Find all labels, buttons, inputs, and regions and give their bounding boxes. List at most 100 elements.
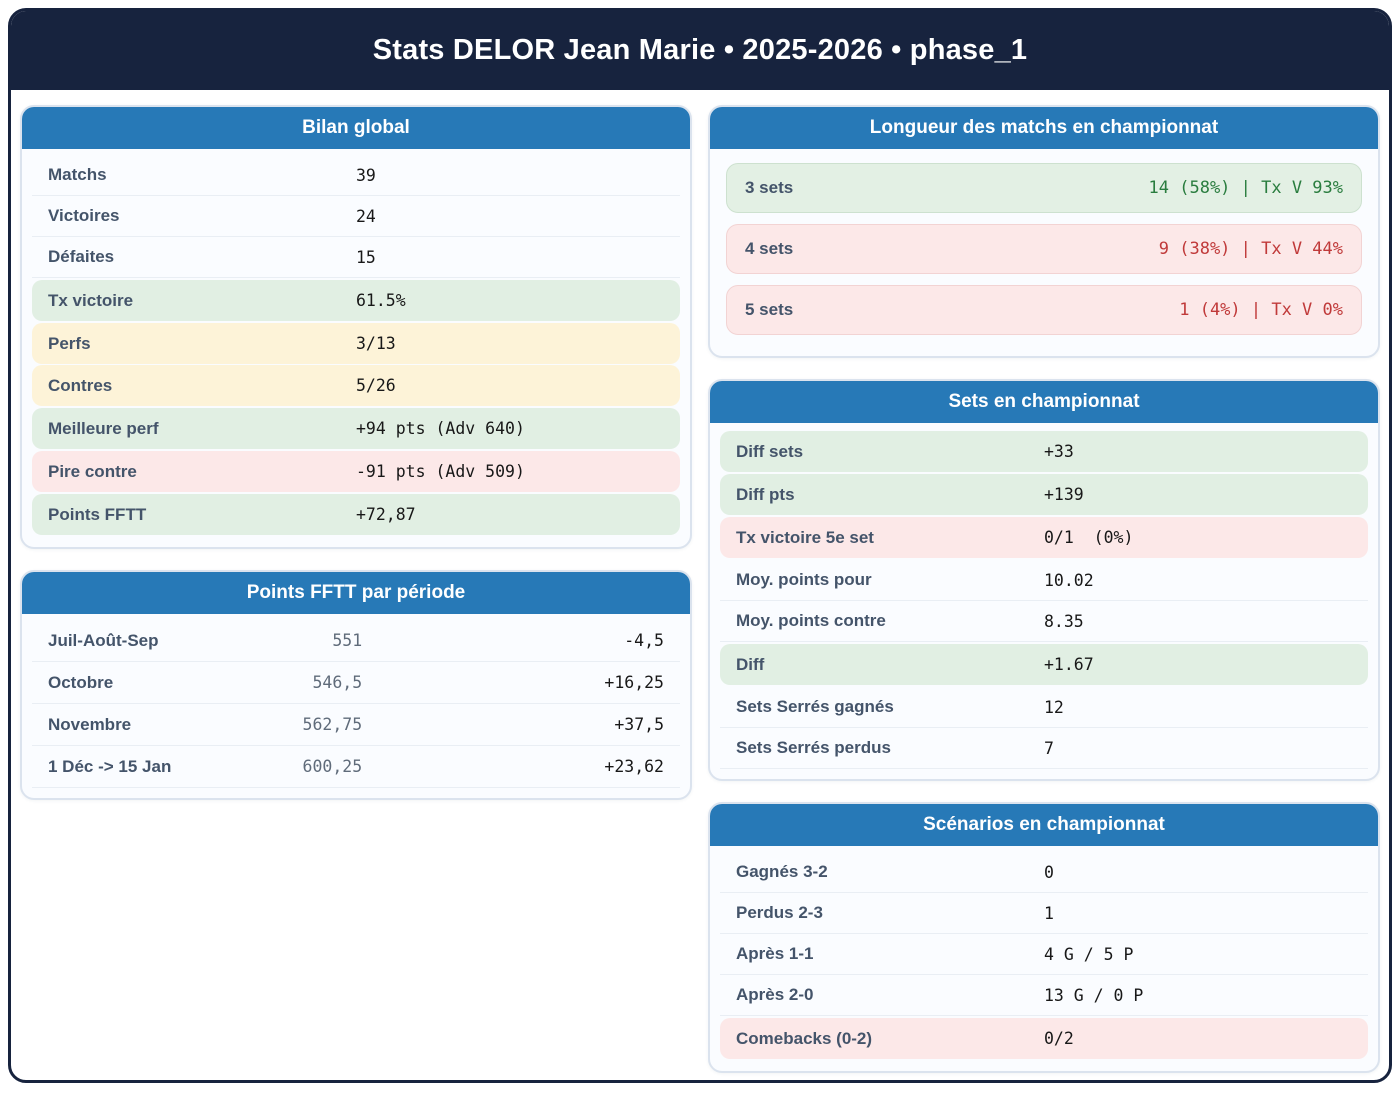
stat-label: 3 sets — [745, 178, 794, 197]
stat-label: Défaites — [48, 247, 115, 266]
app-header: Stats DELOR Jean Marie • 2025-2026 • pha… — [11, 11, 1389, 90]
delta-value: +37,5 — [614, 715, 664, 734]
card-body: Matchs 39 Victoires 24 Défaites 15 Tx vi… — [22, 149, 690, 547]
stat-row: Perfs 3/13 — [32, 323, 680, 364]
stat-row: Perdus 2-3 1 — [720, 893, 1368, 934]
card-body: Gagnés 3-2 0 Perdus 2-3 1 Après 1-1 4 G … — [710, 846, 1378, 1071]
points-value: 600,25 — [302, 757, 363, 776]
stat-label: Contres — [48, 375, 113, 395]
stat-label: Pire contre — [48, 461, 137, 481]
stat-row: Points FFTT +72,87 — [32, 494, 680, 535]
stat-label: Diff pts — [736, 484, 795, 504]
card-title: Sets en championnat — [948, 391, 1140, 412]
card-header: Sets en championnat — [710, 381, 1378, 423]
stat-row: Diff sets +33 — [720, 431, 1368, 472]
stat-row: Moy. points pour 10.02 — [720, 560, 1368, 601]
stat-row: Tx victoire 5e set 0/1 (0%) — [720, 517, 1368, 558]
left-column: Bilan global Matchs 39 Victoires 24 Défa… — [20, 105, 692, 821]
card-title: Bilan global — [302, 117, 410, 138]
stat-label: Perdus 2-3 — [736, 903, 823, 922]
stat-label: Tx victoire — [48, 290, 134, 310]
stat-value: 10.02 — [1044, 570, 1094, 590]
points-value: 551 — [332, 631, 363, 650]
stat-row: Matchs 39 — [32, 155, 680, 196]
stat-row: Tx victoire 61.5% — [32, 280, 680, 321]
stat-row: Contres 5/26 — [32, 365, 680, 406]
stat-value: 0 — [1044, 862, 1054, 882]
stat-value: 13 G / 0 P — [1044, 985, 1144, 1005]
delta-value: -4,5 — [624, 631, 664, 650]
stat-row: 3 sets 14 (58%) | Tx V 93% — [726, 163, 1362, 213]
stat-label: Octobre — [48, 672, 114, 692]
page-frame: Stats DELOR Jean Marie • 2025-2026 • pha… — [8, 8, 1392, 1083]
stat-label: Victoires — [48, 206, 120, 225]
card-scenarios-championnat: Scénarios en championnat Gagnés 3-2 0 Pe… — [708, 802, 1380, 1073]
stat-label: Gagnés 3-2 — [736, 862, 828, 881]
right-column: Longueur des matchs en championnat 3 set… — [708, 105, 1380, 1080]
card-header: Bilan global — [22, 107, 690, 149]
card-header: Longueur des matchs en championnat — [710, 107, 1378, 149]
stat-value: 4 G / 5 P — [1044, 944, 1134, 964]
stat-value: 7 — [1044, 738, 1054, 758]
card-title: Longueur des matchs en championnat — [869, 117, 1219, 138]
stat-value: 5/26 — [356, 376, 396, 395]
stat-label: 5 sets — [745, 300, 794, 319]
card-title: Points FFTT par période — [246, 582, 466, 603]
stat-value: 39 — [356, 165, 376, 185]
points-value: 546,5 — [312, 673, 363, 692]
stat-value: +94 pts (Adv 640) — [356, 419, 525, 438]
stat-value: -91 pts (Adv 509) — [356, 462, 525, 481]
stat-value: +139 — [1044, 485, 1084, 504]
card-body: Juil-Août-Sep 551 -4,5 Octobre 546,5 +16… — [22, 614, 690, 798]
stat-row: Diff +1.67 — [720, 644, 1368, 685]
stat-row: Après 1-1 4 G / 5 P — [720, 934, 1368, 975]
stat-value: 8.35 — [1044, 611, 1084, 631]
stat-row: Diff pts +139 — [720, 474, 1368, 515]
stat-label: Après 2-0 — [736, 985, 814, 1004]
card-body: 3 sets 14 (58%) | Tx V 93% 4 sets 9 (38%… — [710, 149, 1378, 356]
card-header: Scénarios en championnat — [710, 804, 1378, 846]
stat-row: Gagnés 3-2 0 — [720, 852, 1368, 893]
stat-label: Juil-Août-Sep — [48, 630, 159, 650]
stat-label: Tx victoire 5e set — [736, 527, 874, 547]
stat-value: 61.5% — [356, 291, 406, 310]
stat-label: Novembre — [48, 714, 132, 734]
stat-row: Sets Serrés perdus 7 — [720, 728, 1368, 769]
stat-row: Meilleure perf +94 pts (Adv 640) — [32, 408, 680, 449]
stat-label: Diff — [736, 654, 765, 674]
stat-row: Novembre 562,75 +37,5 — [32, 704, 680, 746]
stat-label: Sets Serrés perdus — [736, 738, 891, 757]
card-sets-championnat: Sets en championnat Diff sets +33 Diff p… — [708, 379, 1380, 781]
page-title: Stats DELOR Jean Marie • 2025-2026 • pha… — [372, 34, 1028, 66]
stat-value: 24 — [356, 206, 376, 226]
delta-value: +16,25 — [604, 673, 664, 692]
stat-row: Comebacks (0-2) 0/2 — [720, 1018, 1368, 1059]
stat-label: Meilleure perf — [48, 418, 159, 438]
stat-row: Après 2-0 13 G / 0 P — [720, 975, 1368, 1016]
stat-value: 0/2 — [1044, 1029, 1074, 1048]
card-points-fftt-periode: Points FFTT par période Juil-Août-Sep 55… — [20, 570, 692, 800]
card-bilan-global: Bilan global Matchs 39 Victoires 24 Défa… — [20, 105, 692, 549]
stat-value: 1 (4%) | Tx V 0% — [1179, 300, 1343, 320]
stat-value: +33 — [1044, 442, 1074, 461]
points-value: 562,75 — [302, 715, 363, 734]
content-grid: Bilan global Matchs 39 Victoires 24 Défa… — [11, 90, 1389, 1080]
stat-label: 1 Déc -> 15 Jan — [48, 756, 172, 776]
stat-label: Points FFTT — [48, 504, 147, 524]
stat-value: 9 (38%) | Tx V 44% — [1158, 239, 1343, 259]
stat-value: 1 — [1044, 903, 1054, 923]
stat-row: Moy. points contre 8.35 — [720, 601, 1368, 642]
stat-label: Moy. points contre — [736, 611, 886, 630]
stat-row: Pire contre -91 pts (Adv 509) — [32, 451, 680, 492]
stat-label: 4 sets — [745, 239, 794, 258]
card-body: Diff sets +33 Diff pts +139 Tx victoire … — [710, 423, 1378, 779]
stat-value: 3/13 — [356, 334, 396, 353]
stat-value: 15 — [356, 247, 376, 267]
card-title: Scénarios en championnat — [923, 814, 1165, 835]
stat-label: Diff sets — [736, 441, 804, 461]
stat-row: Sets Serrés gagnés 12 — [720, 687, 1368, 728]
stat-row: Octobre 546,5 +16,25 — [32, 662, 680, 704]
stat-row: 5 sets 1 (4%) | Tx V 0% — [726, 285, 1362, 335]
card-longueur-matchs: Longueur des matchs en championnat 3 set… — [708, 105, 1380, 358]
stat-value: 12 — [1044, 697, 1064, 717]
